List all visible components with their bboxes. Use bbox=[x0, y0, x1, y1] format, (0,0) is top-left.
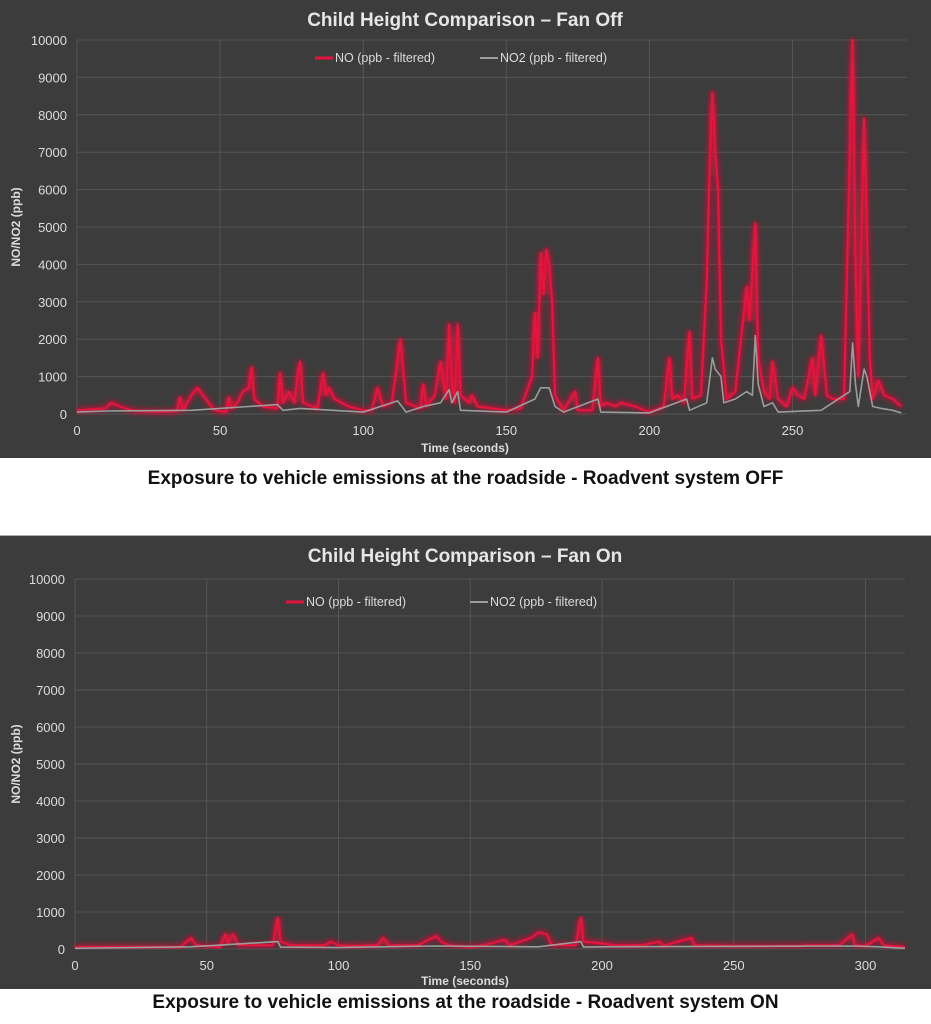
chart-fan-off: 0 1000 2000 3000 4000 5000 6000 7000 8000 9000 100… bbox=[0, 0, 931, 458]
y-tick-label: 4000 bbox=[38, 257, 67, 272]
x-tick-label: 100 bbox=[352, 423, 374, 438]
chart-title: Child Height Comparison – Fan On bbox=[308, 546, 623, 567]
x-tick-label: 200 bbox=[591, 958, 613, 973]
y-tick-label: 4000 bbox=[36, 794, 65, 809]
y-tick-label: 1000 bbox=[38, 370, 67, 385]
y-tick-label: 5000 bbox=[38, 220, 67, 235]
legend-label-no: NO (ppb - filtered) bbox=[335, 51, 435, 65]
y-tick-label: 0 bbox=[58, 942, 65, 957]
legend-label-no: NO (ppb - filtered) bbox=[306, 595, 406, 609]
series-no2-line bbox=[74, 940, 906, 950]
x-tick-label: 250 bbox=[723, 958, 745, 973]
y-tick-label: 2000 bbox=[36, 868, 65, 883]
chart-fan-off-svg: 0100020003000400050006000700080009000100… bbox=[9, 10, 907, 455]
y-tick-label: 10000 bbox=[29, 572, 65, 587]
x-tick-label: 250 bbox=[782, 423, 804, 438]
x-axis-label: Time (seconds) bbox=[421, 974, 509, 988]
caption-fan-off: Exposure to vehicle emissions at the roa… bbox=[147, 468, 784, 489]
y-tick-label: 5000 bbox=[36, 757, 65, 772]
y-axis-label: NO/NO2 (ppb) bbox=[9, 187, 23, 266]
x-tick-label: 0 bbox=[71, 958, 78, 973]
x-axis-label: Time (seconds) bbox=[421, 441, 509, 455]
y-tick-label: 0 bbox=[60, 407, 67, 422]
x-tick-label: 200 bbox=[639, 423, 661, 438]
y-tick-label: 3000 bbox=[38, 295, 67, 310]
chart-fan-on-svg: 0100020003000400050006000700080009000100… bbox=[9, 546, 906, 988]
legend-label-no2: NO2 (ppb - filtered) bbox=[490, 595, 597, 609]
y-tick-label: 1000 bbox=[36, 905, 65, 920]
y-axis-label: NO/NO2 (ppb) bbox=[9, 724, 23, 803]
y-tick-label: 8000 bbox=[36, 646, 65, 661]
series-no-line bbox=[76, 38, 903, 414]
x-tick-label: 150 bbox=[495, 423, 517, 438]
caption-fan-on: Exposure to vehicle emissions at the roa… bbox=[152, 992, 779, 1013]
x-tick-label: 50 bbox=[200, 958, 214, 973]
y-tick-label: 9000 bbox=[36, 609, 65, 624]
y-tick-label: 10000 bbox=[31, 33, 67, 48]
y-tick-label: 3000 bbox=[36, 831, 65, 846]
x-tick-label: 50 bbox=[213, 423, 227, 438]
y-tick-label: 2000 bbox=[38, 332, 67, 347]
legend-label-no2: NO2 (ppb - filtered) bbox=[500, 51, 607, 65]
chart-title: Child Height Comparison – Fan Off bbox=[307, 10, 623, 31]
y-tick-label: 7000 bbox=[36, 683, 65, 698]
chart-fan-on: 0 1000 2000 3000 4000 5000 6000 7000 8000 9000 100… bbox=[0, 535, 931, 989]
y-tick-label: 7000 bbox=[38, 145, 67, 160]
x-tick-label: 0 bbox=[73, 423, 80, 438]
x-tick-label: 150 bbox=[459, 958, 481, 973]
y-tick-label: 6000 bbox=[36, 720, 65, 735]
x-tick-label: 100 bbox=[328, 958, 350, 973]
y-tick-label: 6000 bbox=[38, 183, 67, 198]
x-tick-label: 300 bbox=[855, 958, 877, 973]
series-no-line bbox=[75, 916, 906, 949]
series-no2-line bbox=[76, 334, 902, 414]
y-tick-label: 9000 bbox=[38, 70, 67, 85]
y-tick-label: 8000 bbox=[38, 108, 67, 123]
